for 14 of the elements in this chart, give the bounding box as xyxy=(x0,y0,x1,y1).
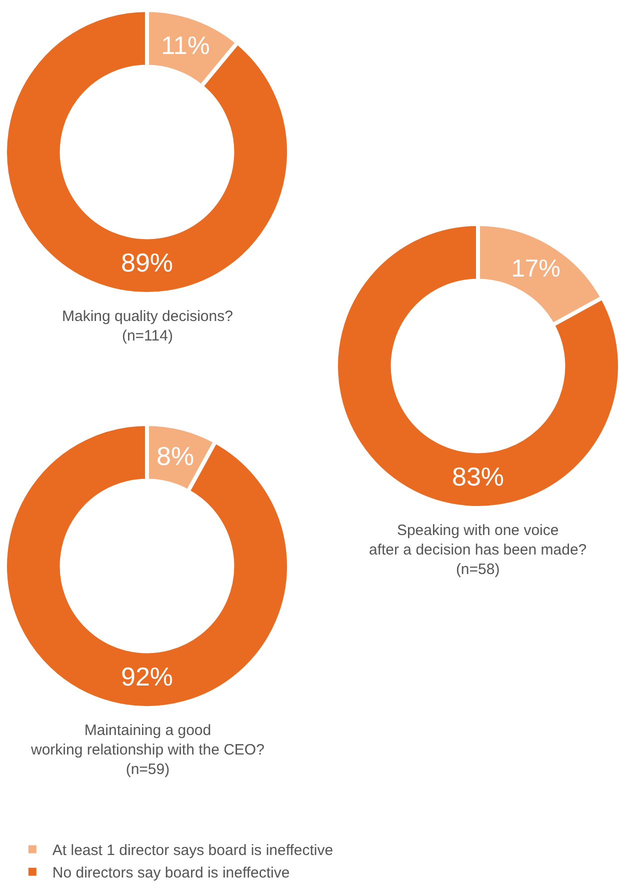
text: (n=58) xyxy=(456,561,500,578)
text: (n=59) xyxy=(126,761,170,778)
legend-label: At least 1 director says board is ineffective xyxy=(52,842,334,860)
legend-label: No directors say board is ineffective xyxy=(52,864,290,882)
text: (n=114) xyxy=(122,328,173,344)
data-label: 89% xyxy=(120,247,174,278)
data-label: 83% xyxy=(452,461,504,492)
text: Making quality decisions? xyxy=(62,308,233,325)
text: Maintaining a good working relationship with the CEO? xyxy=(30,722,264,758)
data-label: 8% xyxy=(156,440,194,471)
text: Speaking with one voice after a decision has been made? xyxy=(369,522,587,558)
data-label: 17% xyxy=(511,256,560,283)
data-label: 92% xyxy=(120,661,174,692)
data-label: 11% xyxy=(161,32,210,60)
